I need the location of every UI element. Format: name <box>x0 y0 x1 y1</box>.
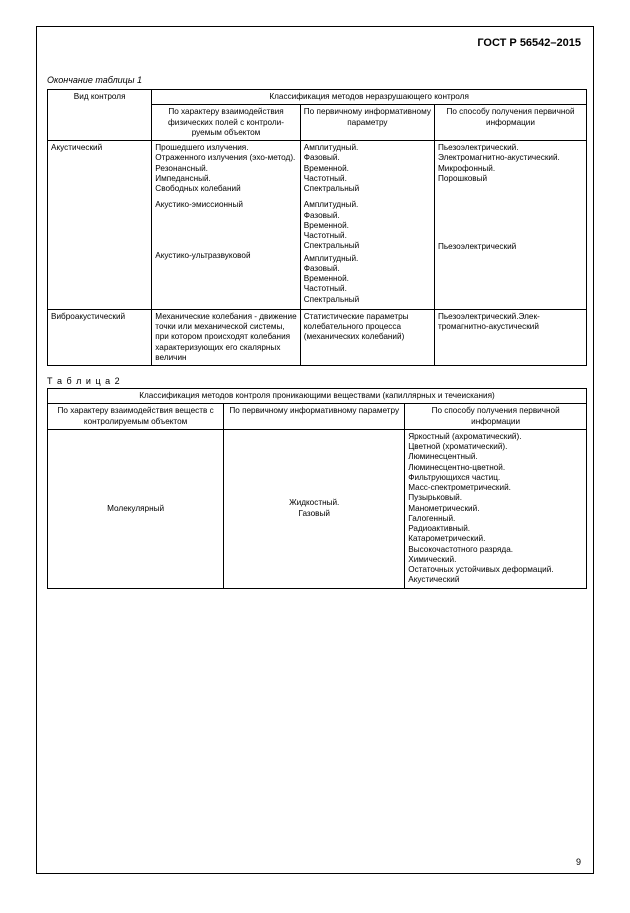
t1-r1-c2: Прошедшего излучения.Отраженного излучен… <box>152 141 300 310</box>
cell-part: Амплитудный.Фазовый.Временной.Частотный.… <box>304 143 431 194</box>
cell-part: Прошедшего излучения.Отраженного излучен… <box>155 143 296 194</box>
table-row: Молекулярный Жидкостный.Газовый Яркостны… <box>48 429 587 588</box>
page-frame: ГОСТ Р 56542–2015 Окончание таблицы 1 Ви… <box>36 26 594 874</box>
t1-r2-c1: Виброакустический <box>48 309 152 365</box>
t1-r1-c3: Амплитудный.Фазовый.Временной.Частотный.… <box>300 141 434 310</box>
table-row: Акустический Прошедшего излучения.Отраже… <box>48 141 587 310</box>
t1-r2-c2: Механические колебания - движение точки … <box>152 309 300 365</box>
t2-h-colC: По способу получения первичной информаци… <box>405 404 587 430</box>
t1-h-col3: По первичному информатив­ному параметру <box>300 105 434 141</box>
content-area: Окончание таблицы 1 Вид контроля Классиф… <box>47 75 587 589</box>
t2-r1-cC: Яркостный (ахроматический).Цветной (хром… <box>405 429 587 588</box>
t1-r2-c3: Статистические пара­метры колебательного… <box>300 309 434 365</box>
t2-header-top: Классификация методов контроля проникающ… <box>48 389 587 404</box>
t2-r1-cB: Жидкостный.Газовый <box>224 429 405 588</box>
table-1: Вид контроля Классификация методов нераз… <box>47 89 587 366</box>
t1-h-col2: По характеру взаимодействия физических п… <box>152 105 300 141</box>
t1-h-col1: Вид контроля <box>48 90 152 141</box>
table-row: Виброакустический Механические колебания… <box>48 309 587 365</box>
cell-part: Пьезоэлектрический.Электромагнитно-акуст… <box>438 143 583 184</box>
table1-caption: Окончание таблицы 1 <box>47 75 587 85</box>
cell-part: Пьезоэлектрический <box>438 242 583 252</box>
cell-part: Амплитудный.Фазовый.Временной.Частотный.… <box>304 200 431 251</box>
cell-part: Амплитудный.Фазовый.Временной.Частотный.… <box>304 254 431 305</box>
t2-r1-cA: Молекулярный <box>48 429 224 588</box>
t2-h-colA: По характеру взаимодействия веществ с ко… <box>48 404 224 430</box>
cell-part: Акустико-ультразвуковой <box>155 251 296 261</box>
t1-r1-c4: Пьезоэлектрический.Электромагнитно-акуст… <box>434 141 586 310</box>
cell-part: Акустико-эмиссионный <box>155 200 296 210</box>
table-2: Классификация методов контроля проникающ… <box>47 388 587 589</box>
table2-caption: Т а б л и ц а 2 <box>47 376 587 386</box>
t1-h-col4: По способу получения первич­ной информац… <box>434 105 586 141</box>
doc-id: ГОСТ Р 56542–2015 <box>477 37 581 49</box>
t1-r1-c1: Акустический <box>48 141 152 310</box>
t2-h-colB: По первичному информативному параметру <box>224 404 405 430</box>
t1-r2-c4: Пьезоэлектрический.Элек­тромагнитно-акус… <box>434 309 586 365</box>
page-number: 9 <box>576 857 581 867</box>
t1-header-top: Классификация методов неразрушающего кон… <box>152 90 587 105</box>
